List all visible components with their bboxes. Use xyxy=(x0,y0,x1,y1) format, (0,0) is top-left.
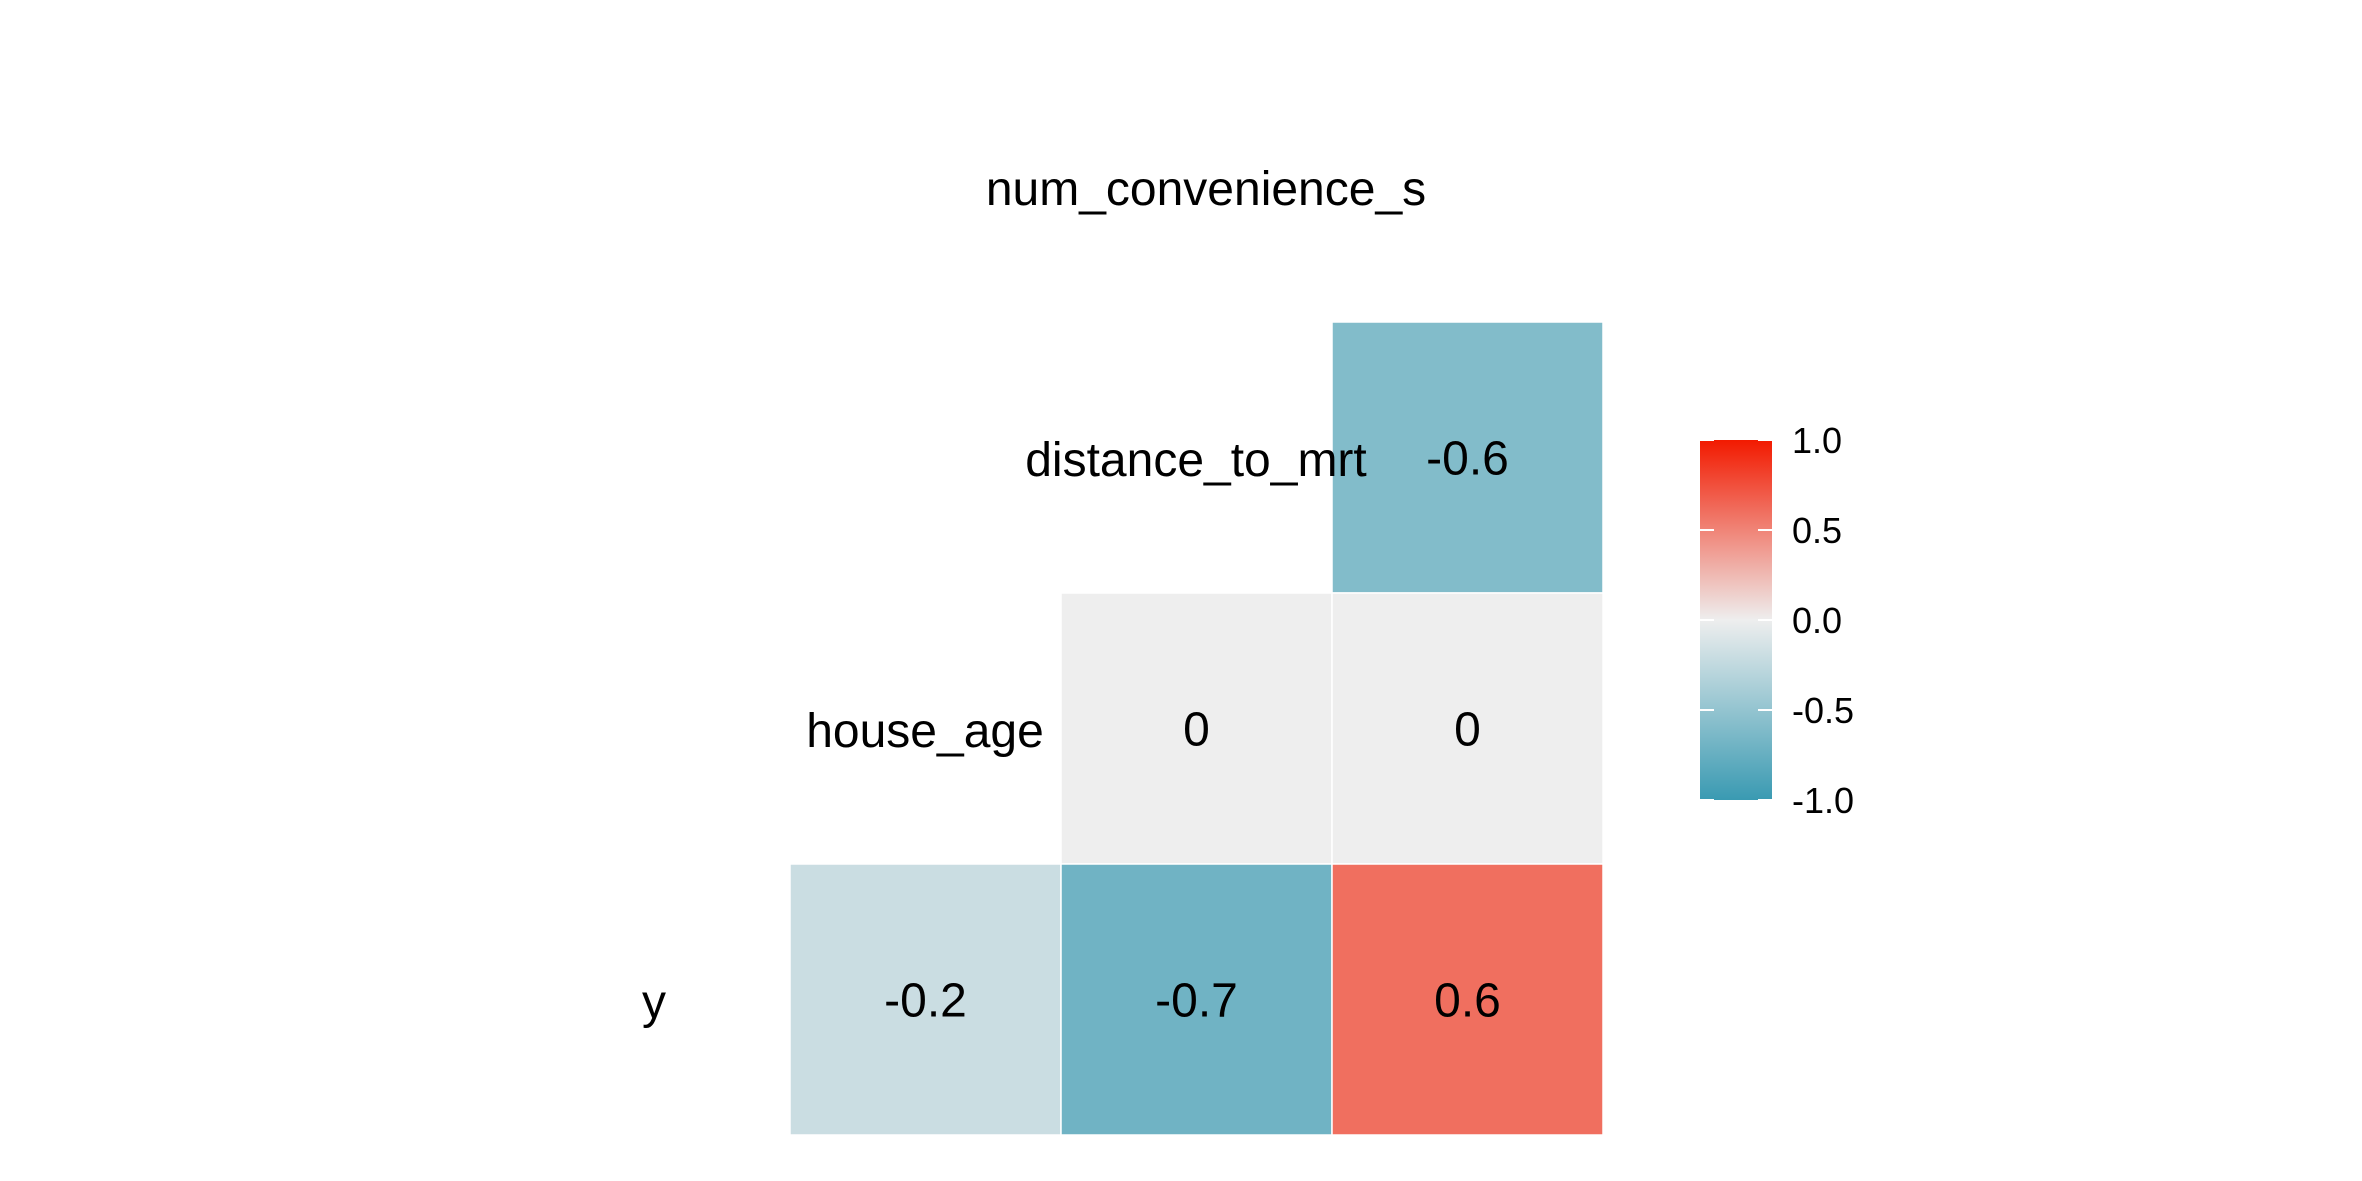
variable-label-num-convenience-stores: num_convenience_s xyxy=(986,163,1426,216)
cell-value-label: -0.7 xyxy=(1155,975,1238,1028)
legend-tick-label: 1.0 xyxy=(1792,420,1842,461)
legend-tick-label: -1.0 xyxy=(1792,780,1854,821)
heatmap-cell-house-age-num-convenience-stores xyxy=(1331,592,1604,865)
color-legend: 1.0 0.5 0.0 -0.5 -1.0 xyxy=(1700,420,1854,821)
heatmap-cell-y-num-convenience-stores xyxy=(1331,863,1604,1136)
heatmap-cell-y-distance-to-mrt xyxy=(1060,863,1333,1136)
cell-value-label: -0.2 xyxy=(884,975,967,1028)
cell-value-label: 0 xyxy=(1183,704,1210,757)
heatmap-cell-house-age-distance-to-mrt xyxy=(1060,592,1333,865)
legend-tick-label: 0.5 xyxy=(1792,510,1842,551)
cell-value-label: 0.6 xyxy=(1434,975,1501,1028)
heatmap-cell-distance-to-mrt-num-convenience-stores xyxy=(1331,321,1604,594)
variable-labels: y house_age distance_to_mrt num_convenience… xyxy=(642,163,1426,1029)
heatmap-cells: -0.6 0 0 -0.2 -0.7 0.6 xyxy=(789,321,1604,1136)
heatmap-cell-y-house-age xyxy=(789,863,1062,1136)
variable-label-y: y xyxy=(642,976,666,1029)
legend-ticks: 1.0 0.5 0.0 -0.5 -1.0 xyxy=(1700,420,1854,821)
cell-value-label: -0.6 xyxy=(1426,433,1509,486)
variable-label-distance-to-mrt: distance_to_mrt xyxy=(1025,434,1367,487)
legend-tick-label: -0.5 xyxy=(1792,690,1854,731)
variable-label-house-age: house_age xyxy=(806,705,1044,758)
legend-tick-label: 0.0 xyxy=(1792,600,1842,641)
cell-value-label: 0 xyxy=(1454,704,1481,757)
